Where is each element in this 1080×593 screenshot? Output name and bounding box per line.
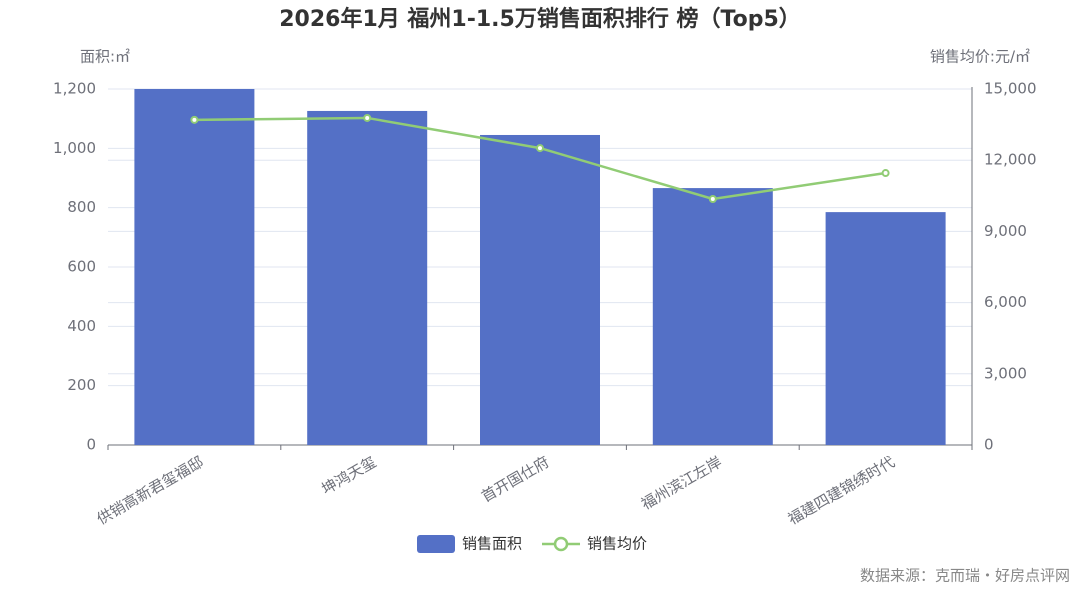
- bar: [652, 188, 773, 445]
- y2-tick-label: 9,000: [984, 222, 1027, 240]
- bar: [134, 89, 255, 445]
- source-note: 数据来源：克而瑞・好房点评网: [860, 567, 1070, 585]
- y-tick-label: 200: [67, 376, 96, 394]
- y-tick-label: 1,000: [53, 139, 96, 157]
- y-tick-label: 600: [67, 258, 96, 276]
- legend-swatch: [417, 535, 455, 553]
- y-tick-label: 400: [67, 317, 96, 335]
- x-tick-label: 供销高新君玺福邸: [94, 453, 207, 529]
- x-tick-label: 坤鸿天玺: [318, 453, 379, 499]
- y2-tick-label: 3,000: [984, 364, 1027, 382]
- legend-label: 销售面积: [462, 535, 522, 553]
- y2-tick-label: 12,000: [984, 151, 1037, 169]
- y2-tick-label: 0: [984, 436, 994, 454]
- bar: [825, 212, 946, 445]
- y-axis-label: 面积:㎡: [80, 48, 130, 66]
- y-tick-label: 800: [67, 198, 96, 216]
- y-tick-label: 1,200: [53, 80, 96, 98]
- x-tick-label: 首开国仕府: [478, 453, 552, 506]
- y2-tick-label: 15,000: [984, 80, 1037, 98]
- y2-tick-label: 6,000: [984, 293, 1027, 311]
- y-tick-label: 0: [86, 436, 96, 454]
- chart-title: 2026年1月 福州1-1.5万销售面积排行 榜（Top5）: [279, 6, 801, 32]
- line-point: [881, 169, 890, 178]
- line-point: [536, 144, 544, 153]
- legend-swatch: [553, 536, 569, 552]
- bar: [307, 110, 428, 445]
- x-tick-label: 福州滨江左岸: [638, 453, 725, 514]
- x-tick-label: 福建四建锦绣时代: [785, 453, 898, 529]
- legend-label: 销售均价: [587, 535, 647, 553]
- bar: [480, 134, 600, 445]
- line-point: [190, 115, 199, 124]
- y2-axis-label: 销售均价:元/㎡: [930, 48, 1030, 66]
- line-point: [708, 195, 717, 204]
- line-point: [363, 113, 372, 122]
